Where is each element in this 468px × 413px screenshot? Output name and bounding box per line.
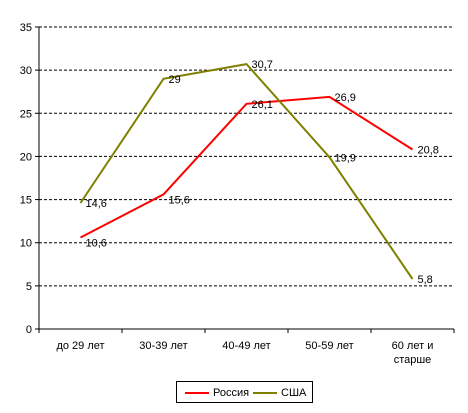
data-label: 20,8 — [418, 145, 439, 157]
data-label: 14,6 — [86, 198, 107, 210]
y-tick-label: 5 — [26, 281, 32, 293]
x-tick-label: 50-59 лет — [305, 340, 353, 352]
legend-swatch-russia — [185, 392, 209, 394]
legend-label-russia: Россия — [213, 387, 250, 399]
y-tick-label: 35 — [20, 22, 32, 34]
legend-label-usa: США — [281, 387, 307, 399]
data-label: 29 — [169, 74, 181, 86]
axes — [35, 26, 455, 333]
legend: Россия США — [176, 381, 313, 403]
data-label: 10,6 — [86, 238, 107, 250]
data-label: 19,9 — [335, 152, 356, 164]
y-tick-label: 20 — [20, 151, 32, 163]
x-tick-label: 30-39 лет — [139, 340, 187, 352]
data-label: 5,8 — [418, 274, 433, 286]
gridlines — [39, 26, 454, 287]
y-tick-label: 30 — [20, 65, 32, 77]
legend-swatch-usa — [253, 392, 277, 394]
x-tick-label: 60 лет и старше — [392, 340, 434, 366]
data-label: 26,9 — [335, 92, 356, 104]
x-tick-label: 40-49 лет — [222, 340, 270, 352]
x-tick-label: до 29 лет — [56, 340, 104, 352]
x-tick-labels: до 29 лет 30-39 лет 40-49 лет 50-59 лет 60 л… — [56, 340, 433, 366]
data-label: 30,7 — [252, 59, 273, 71]
series-line-usa — [79, 63, 414, 280]
data-label: 15,6 — [169, 194, 190, 206]
data-labels: 10,6 15,6 26,1 26,9 20,8 14,6 29 30,7 19,9 5,8 — [86, 59, 439, 286]
y-tick-label: 10 — [20, 238, 32, 250]
data-label: 26,1 — [252, 99, 273, 111]
series-line-russia — [80, 95, 414, 239]
y-tick-label: 0 — [26, 324, 32, 336]
legend-item-usa: США — [253, 386, 306, 400]
y-tick-label: 15 — [20, 195, 32, 207]
y-tick-labels: 0 5 10 15 20 25 30 35 — [20, 22, 32, 336]
y-tick-label: 25 — [20, 108, 32, 120]
legend-item-russia: Россия — [185, 386, 249, 400]
series-lines — [79, 63, 414, 280]
